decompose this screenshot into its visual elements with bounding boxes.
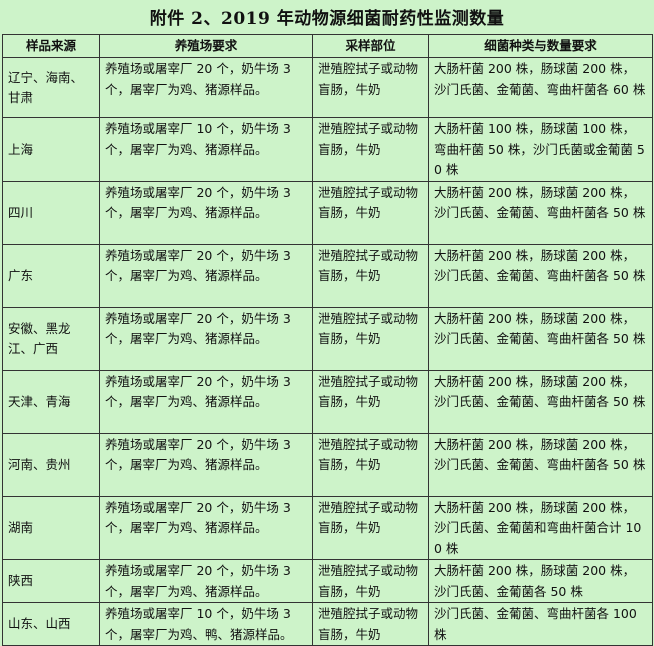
cell-farm: 养殖场或屠宰厂 20 个，奶牛场 3 个，屠宰厂为鸡、猪源样品。 [99, 306, 313, 371]
cell-site: 泄殖腔拭子或动物盲肠，牛奶 [312, 243, 429, 308]
cell-source: 安徽、黑龙江、广西 [2, 306, 100, 371]
header-bacteria: 细菌种类与数量要求 [428, 34, 653, 58]
cell-bacteria: 大肠杆菌 200 株，肠球菌 200 株，沙门氏菌、金葡菌、弯曲杆菌各 50 株 [428, 306, 653, 371]
cell-bacteria: 沙门氏菌、金葡菌、弯曲杆菌各 100 株 [428, 602, 653, 646]
monitoring-table: 样品来源 养殖场要求 采样部位 细菌种类与数量要求 辽宁、海南、甘肃 养殖场或屠宰… [2, 34, 653, 646]
table-row: 上海 养殖场或屠宰厂 10 个，奶牛场 3 个，屠宰厂为鸡、猪源样品。 泄殖腔拭子或… [2, 117, 653, 182]
cell-source: 陕西 [2, 559, 100, 603]
cell-bacteria: 大肠杆菌 200 株，肠球菌 200 株，沙门氏菌、金葡菌、弯曲杆菌各 60 株 [428, 57, 653, 118]
table-row: 河南、贵州 养殖场或屠宰厂 20 个，奶牛场 3 个，屠宰厂为鸡、猪源样品。 泄殖腔… [2, 432, 653, 497]
cell-farm: 养殖场或屠宰厂 20 个，奶牛场 3 个，屠宰厂为鸡、猪源样品。 [99, 559, 313, 603]
table-row: 湖南 养殖场或屠宰厂 20 个，奶牛场 3 个，屠宰厂为鸡、猪源样品。 泄殖腔拭子或… [2, 495, 653, 560]
header-source: 样品来源 [2, 34, 100, 58]
table-row: 安徽、黑龙江、广西 养殖场或屠宰厂 20 个，奶牛场 3 个，屠宰厂为鸡、猪源样品… [2, 306, 653, 371]
cell-source: 湖南 [2, 495, 100, 560]
cell-bacteria: 大肠杆菌 200 株，肠球菌 200 株，沙门氏菌、金葡菌和弯曲杆菌合计 100… [428, 495, 653, 560]
table-row: 山东、山西 养殖场或屠宰厂 10 个，奶牛场 3 个，屠宰厂为鸡、鸭、猪源样品。泄… [2, 602, 653, 646]
cell-farm: 养殖场或屠宰厂 20 个，奶牛场 3 个，屠宰厂为鸡、猪源样品。 [99, 369, 313, 434]
cell-source: 辽宁、海南、甘肃 [2, 57, 100, 118]
cell-bacteria: 大肠杆菌 200 株，肠球菌 200 株，沙门氏菌、金葡菌、弯曲杆菌各 50 株 [428, 180, 653, 245]
cell-farm: 养殖场或屠宰厂 20 个，奶牛场 3 个，屠宰厂为鸡、猪源样品。 [99, 180, 313, 245]
cell-site: 泄殖腔拭子或动物盲肠，牛奶 [312, 559, 429, 603]
cell-farm: 养殖场或屠宰厂 10 个，奶牛场 3 个，屠宰厂为鸡、鸭、猪源样品。 [99, 602, 313, 646]
table-row: 辽宁、海南、甘肃 养殖场或屠宰厂 20 个，奶牛场 3 个，屠宰厂为鸡、猪源样品。… [2, 57, 653, 118]
cell-site: 泄殖腔拭子或动物盲肠，牛奶 [312, 495, 429, 560]
header-row: 样品来源 养殖场要求 采样部位 细菌种类与数量要求 [2, 34, 653, 58]
cell-site: 泄殖腔拭子或动物盲肠，牛奶 [312, 369, 429, 434]
cell-farm: 养殖场或屠宰厂 20 个，奶牛场 3 个，屠宰厂为鸡、猪源样品。 [99, 495, 313, 560]
cell-source: 上海 [2, 117, 100, 182]
cell-bacteria: 大肠杆菌 100 株，肠球菌 100 株，弯曲杆菌 50 株，沙门氏菌或金葡菌 … [428, 117, 653, 182]
table-row: 四川 养殖场或屠宰厂 20 个，奶牛场 3 个，屠宰厂为鸡、猪源样品。 泄殖腔拭子或… [2, 180, 653, 245]
header-site: 采样部位 [312, 34, 429, 58]
cell-farm: 养殖场或屠宰厂 20 个，奶牛场 3 个，屠宰厂为鸡、猪源样品。 [99, 57, 313, 118]
cell-site: 泄殖腔拭子或动物盲肠，牛奶 [312, 117, 429, 182]
cell-farm: 养殖场或屠宰厂 20 个，奶牛场 3 个，屠宰厂为鸡、猪源样品。 [99, 432, 313, 497]
cell-source: 天津、青海 [2, 369, 100, 434]
table-row: 广东 养殖场或屠宰厂 20 个，奶牛场 3 个，屠宰厂为鸡、猪源样品。 泄殖腔拭子或… [2, 243, 653, 308]
page-title: 附件 2、2019 年动物源细菌耐药性监测数量 [149, 9, 505, 29]
cell-source: 河南、贵州 [2, 432, 100, 497]
cell-farm: 养殖场或屠宰厂 10 个，奶牛场 3 个，屠宰厂为鸡、猪源样品。 [99, 117, 313, 182]
cell-source: 山东、山西 [2, 602, 100, 646]
cell-site: 泄殖腔拭子或动物盲肠，牛奶 [312, 180, 429, 245]
cell-bacteria: 大肠杆菌 200 株，肠球菌 200 株，沙门氏菌、金葡菌各 50 株 [428, 559, 653, 603]
cell-source: 广东 [2, 243, 100, 308]
cell-site: 泄殖腔拭子或动物盲肠，牛奶 [312, 306, 429, 371]
cell-source: 四川 [2, 180, 100, 245]
cell-bacteria: 大肠杆菌 200 株，肠球菌 200 株，沙门氏菌、金葡菌、弯曲杆菌各 50 株 [428, 369, 653, 434]
header-farm: 养殖场要求 [99, 34, 313, 58]
cell-site: 泄殖腔拭子或动物盲肠，牛奶 [312, 602, 429, 646]
cell-site: 泄殖腔拭子或动物盲肠，牛奶 [312, 432, 429, 497]
cell-bacteria: 大肠杆菌 200 株，肠球菌 200 株，沙门氏菌、金葡菌、弯曲杆菌各 50 株 [428, 243, 653, 308]
cell-farm: 养殖场或屠宰厂 20 个，奶牛场 3 个，屠宰厂为鸡、猪源样品。 [99, 243, 313, 308]
cell-bacteria: 大肠杆菌 200 株，肠球菌 200 株，沙门氏菌、金葡菌、弯曲杆菌各 50 株 [428, 432, 653, 497]
table-row: 天津、青海 养殖场或屠宰厂 20 个，奶牛场 3 个，屠宰厂为鸡、猪源样品。 泄殖腔… [2, 369, 653, 434]
table-row: 陕西 养殖场或屠宰厂 20 个，奶牛场 3 个，屠宰厂为鸡、猪源样品。 泄殖腔拭子或… [2, 559, 653, 603]
cell-site: 泄殖腔拭子或动物盲肠，牛奶 [312, 57, 429, 118]
